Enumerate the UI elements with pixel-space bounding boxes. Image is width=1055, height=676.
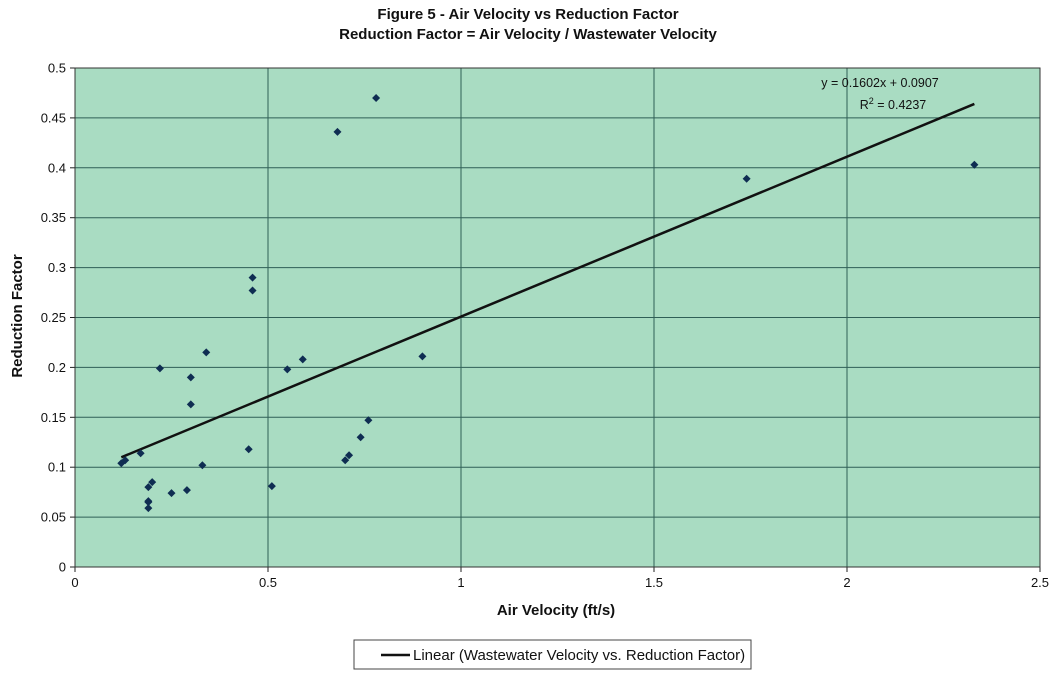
data-point — [144, 504, 153, 513]
data-point — [970, 160, 979, 169]
y-tick-label: 0 — [59, 560, 66, 575]
x-tick-label: 0.5 — [259, 575, 277, 590]
legend-entry-label: Linear (Wastewater Velocity vs. Reductio… — [413, 647, 745, 664]
y-tick-label: 0.2 — [48, 360, 66, 375]
data-point — [333, 127, 342, 136]
data-point — [267, 482, 276, 491]
x-tick-label: 0 — [71, 575, 78, 590]
y-tick-label: 0.4 — [48, 160, 66, 175]
data-point — [155, 364, 164, 373]
x-tick-label: 2.5 — [1031, 575, 1049, 590]
data-point — [186, 373, 195, 382]
data-point — [372, 93, 381, 102]
data-point — [248, 286, 257, 295]
y-tick-label: 0.25 — [41, 310, 66, 325]
data-point — [167, 489, 176, 498]
chart-subtitle: Reduction Factor = Air Velocity / Wastew… — [339, 26, 717, 43]
y-tick-label: 0.1 — [48, 460, 66, 475]
y-tick-label: 0.05 — [41, 510, 66, 525]
trendline-equation: y = 0.1602x + 0.0907 — [821, 76, 939, 90]
data-point — [244, 445, 253, 454]
data-point — [144, 498, 153, 507]
trendline — [120, 102, 975, 459]
legend-box — [353, 639, 752, 670]
data-point — [356, 433, 365, 442]
data-point — [148, 478, 157, 487]
y-tick-label: 0.15 — [41, 410, 66, 425]
data-point — [341, 456, 350, 465]
data-point — [364, 416, 373, 425]
data-point — [121, 456, 130, 465]
plot-border — [74, 67, 1041, 568]
data-point — [418, 352, 427, 361]
data-point — [198, 461, 207, 470]
trendline-r-squared: R2 = 0.4237 — [860, 96, 927, 112]
y-tick-label: 0.3 — [48, 260, 66, 275]
data-point — [182, 486, 191, 495]
data-point — [202, 348, 211, 357]
y-tick-label: 0.5 — [48, 61, 66, 76]
x-tick-label: 1.5 — [645, 575, 663, 590]
data-point — [144, 483, 153, 492]
data-point — [283, 365, 292, 374]
y-tick-label: 0.45 — [41, 110, 66, 125]
x-tick-label: 1 — [457, 575, 464, 590]
x-axis-title: Air Velocity (ft/s) — [497, 602, 615, 619]
y-tick-label: 0.35 — [41, 210, 66, 225]
data-point — [248, 273, 257, 282]
plot-area: 0 0.05 0.1 0.15 0.2 0.25 0.3 0.35 0.4 0.45 0.5 0 0.5… — [41, 61, 1049, 591]
legend: Linear (Wastewater Velocity vs. Reductio… — [353, 639, 752, 670]
chart-title: Figure 5 - Air Velocity vs Reduction Fac… — [377, 6, 678, 23]
data-point — [742, 174, 751, 183]
data-point — [345, 451, 354, 460]
y-axis-title: Reduction Factor — [9, 254, 26, 378]
x-tick-label: 2 — [843, 575, 850, 590]
data-point — [298, 355, 307, 364]
data-point — [136, 449, 145, 458]
data-point — [186, 400, 195, 409]
